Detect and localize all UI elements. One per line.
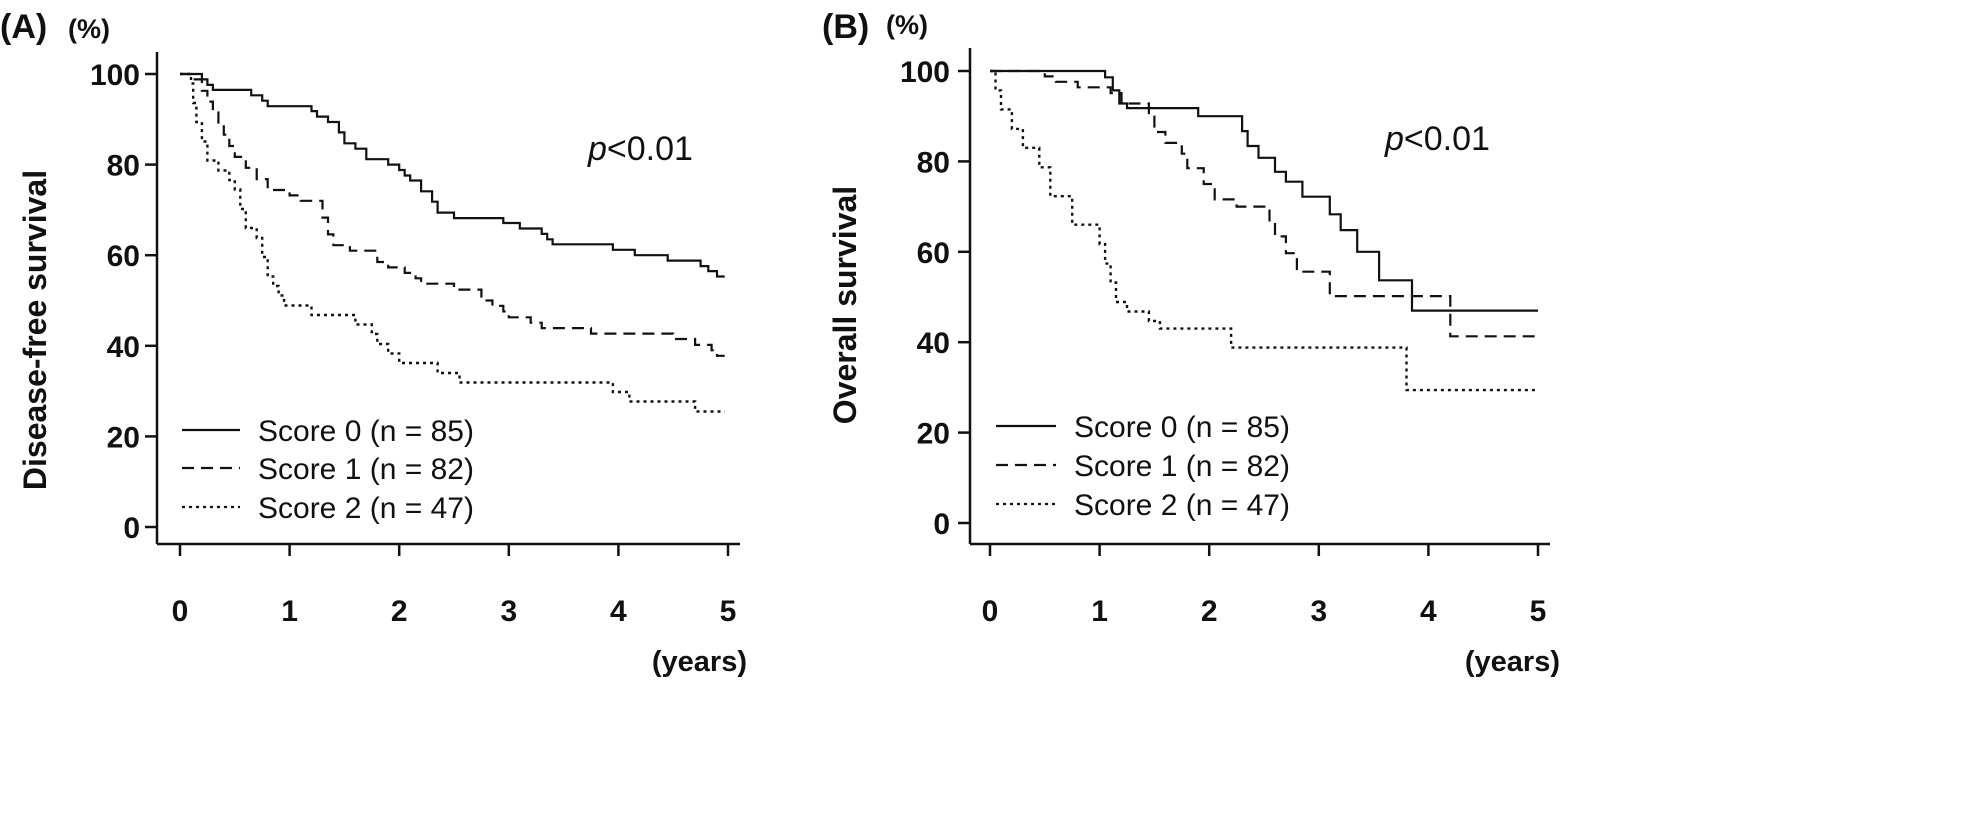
- panel-b-label: (B): [822, 8, 869, 46]
- panel-b-curve-score2: [990, 69, 1538, 392]
- panel-a-y-axis-label: Disease-free survival: [17, 170, 53, 490]
- panel-b-y-tick-label: 40: [917, 327, 950, 360]
- panel-a-curve-score1: [180, 72, 725, 357]
- panel-b-x-unit: (years): [1465, 646, 1560, 678]
- panel-b-curves: [990, 69, 1538, 392]
- panel-b-legend: Score 0 (n = 85) Score 1 (n = 82) Score …: [996, 411, 1290, 522]
- panel-a-x-ticks: 0 1 2 3 4 5: [172, 544, 737, 628]
- panel-b-x-ticks: 0 1 2 3 4 5: [982, 544, 1547, 628]
- legend-a-score1-label: Score 1 (n = 82): [258, 453, 474, 486]
- panel-b-x-tick-label: 2: [1201, 595, 1218, 628]
- panel-a-p-value: p<0.01: [587, 130, 693, 168]
- panel-a-x-tick-label: 0: [172, 595, 189, 628]
- panel-b-y-tick-label: 0: [933, 508, 950, 541]
- panel-b-x-tick-label: 1: [1091, 595, 1108, 628]
- panel-a-y-tick-label: 40: [107, 331, 140, 364]
- panel-b-y-axis-label: Overall survival: [827, 186, 863, 424]
- panel-b-x-tick-label: 0: [982, 595, 999, 628]
- panel-b-y-tick-label: 20: [917, 418, 950, 451]
- panel-a-legend: Score 0 (n = 85) Score 1 (n = 82) Score …: [182, 415, 474, 525]
- legend-a-score0-label: Score 0 (n = 85): [258, 415, 474, 448]
- panel-a-y-tick-label: 0: [123, 512, 140, 545]
- panel-b-x-tick-label: 4: [1420, 595, 1437, 628]
- panel-b-x-tick-label: 3: [1310, 595, 1327, 628]
- panel-b-x-tick-label: 5: [1530, 595, 1547, 628]
- panel-b-curve-score1: [990, 69, 1538, 338]
- panel-b-curve-score0: [990, 69, 1538, 312]
- panel-a-curves: [180, 72, 725, 413]
- panel-b-y-unit: (%): [886, 10, 928, 40]
- panel-b-y-tick-label: 100: [900, 56, 950, 89]
- panel-a-label: (A): [0, 8, 47, 46]
- panel-a-y-tick-label: 80: [107, 150, 140, 183]
- legend-a-score2-label: Score 2 (n = 47): [258, 492, 474, 525]
- panel-b-p-value: p<0.01: [1384, 120, 1490, 158]
- panel-a-y-tick-label: 100: [90, 59, 140, 92]
- panel-a-y-ticks: 0 20 40 60 80 100: [90, 59, 157, 545]
- panel-a-x-tick-label: 5: [720, 595, 737, 628]
- panel-a-y-tick-label: 20: [107, 421, 140, 454]
- panel-a-y-unit: (%): [68, 14, 110, 44]
- panel-b-y-tick-label: 80: [917, 146, 950, 179]
- panel-a-x-tick-label: 4: [610, 595, 627, 628]
- legend-b-score1-label: Score 1 (n = 82): [1074, 450, 1290, 483]
- legend-b-score0-label: Score 0 (n = 85): [1074, 411, 1290, 444]
- panel-a-x-unit: (years): [652, 646, 747, 678]
- panel-a-curve-score0: [180, 72, 725, 278]
- panel-a-curve-score2: [180, 72, 725, 413]
- legend-b-score2-label: Score 2 (n = 47): [1074, 489, 1290, 522]
- panel-b-y-ticks: 0 20 40 60 80 100: [900, 56, 970, 541]
- panel-a-x-tick-label: 1: [281, 595, 298, 628]
- panel-a: (A) (%) Disease-free survival 0204060801…: [0, 8, 747, 678]
- panel-a-y-tick-label: 60: [107, 240, 140, 273]
- panel-a-x-tick-label: 2: [391, 595, 408, 628]
- panel-a-x-tick-label: 3: [500, 595, 517, 628]
- panel-b-y-tick-label: 60: [917, 237, 950, 270]
- panel-b: (B) (%) Overall survival 0 20 40 60 80 100 0 1…: [822, 8, 1560, 678]
